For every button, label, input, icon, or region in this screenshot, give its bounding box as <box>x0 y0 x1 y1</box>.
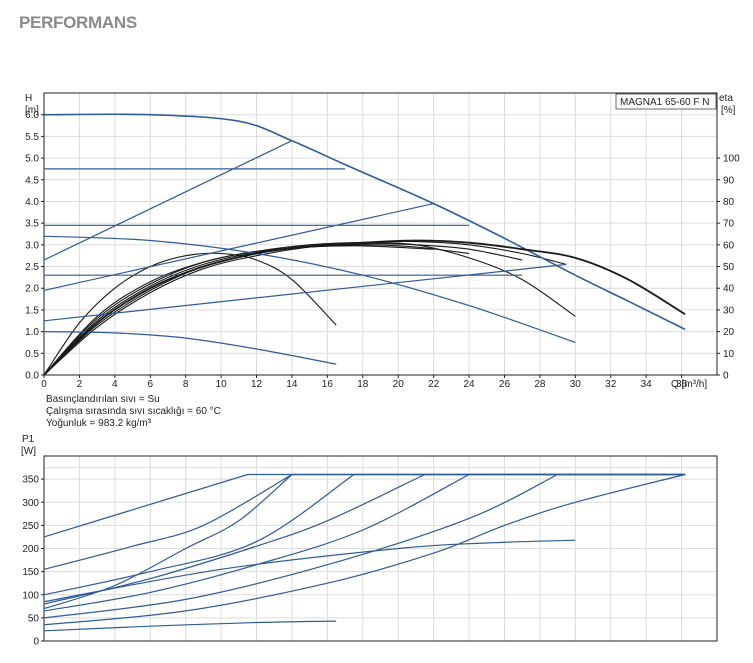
top-ytick-label: 3.5 <box>25 219 39 230</box>
fluid-info-temperature: Çalışma sırasında sıvı sıcaklığı = 60 °C <box>46 406 221 417</box>
top-y2label-symbol: eta <box>719 93 733 104</box>
top-xtick-label: 16 <box>322 379 334 390</box>
top-y2tick-label: 50 <box>723 262 735 273</box>
power-curve <box>43 473 686 605</box>
top-ytick-label: 6.0 <box>25 110 39 121</box>
top-ytick-label: 0.5 <box>25 349 39 360</box>
top-xtick-label: 24 <box>463 379 475 390</box>
bottom-ytick-label: 150 <box>22 567 39 578</box>
top-ylabel-symbol: H <box>25 93 32 104</box>
top-y2tick-label: 0 <box>723 371 729 382</box>
top-y2tick-label: 70 <box>723 219 735 230</box>
top-y2tick-label: 60 <box>723 240 735 251</box>
top-xtick-label: 12 <box>251 379 263 390</box>
power-curve <box>43 620 337 632</box>
top-ylabel-unit: [m] <box>25 105 39 116</box>
top-y2tick-label: 40 <box>723 284 735 295</box>
efficiency-curve <box>43 242 576 376</box>
top-xtick-label: 36 <box>676 379 688 390</box>
top-ticks: 0 2 4 6 8 10 12 14 16 18 20 22 24 26 28 30 32 34 360.00.51… <box>25 110 740 390</box>
top-y2tick-label: 10 <box>723 349 735 360</box>
bottom-ytick-label: 250 <box>22 521 39 532</box>
prop-head-curve <box>43 263 567 322</box>
model-label: MAGNA1 65-60 F N <box>620 97 709 108</box>
top-ytick-label: 0.0 <box>25 371 39 382</box>
top-xtick-label: 0 <box>41 379 47 390</box>
power-curve <box>43 539 576 603</box>
power-curve <box>43 473 686 610</box>
top-xtick-label: 4 <box>112 379 118 390</box>
top-xtick-label: 8 <box>183 379 189 390</box>
bottom-ytick-label: 50 <box>28 613 40 624</box>
top-y2tick-label: 90 <box>723 175 735 186</box>
power-curve <box>43 473 686 596</box>
top-y2tick-label: 30 <box>723 305 735 316</box>
power-chart: 0 50 100 150 200 250 300 350 P1 [W] <box>21 434 718 648</box>
top-xtick-label: 10 <box>216 379 228 390</box>
power-curve <box>43 473 686 538</box>
top-xtick-label: 2 <box>77 379 83 390</box>
bottom-ytick-label: 200 <box>22 544 39 555</box>
top-xtick-label: 18 <box>357 379 369 390</box>
top-ytick-label: 2.0 <box>25 284 39 295</box>
top-ytick-label: 1.5 <box>25 305 39 316</box>
top-xtick-label: 6 <box>147 379 153 390</box>
fixed-head-curve <box>43 331 337 365</box>
fluid-info-liquid: Basınçlandırılan sıvı = Su <box>46 394 160 405</box>
top-grid <box>44 92 718 376</box>
top-series <box>43 113 686 376</box>
efficiency-curve <box>43 239 686 376</box>
top-ytick-label: 4.0 <box>25 197 39 208</box>
top-y2tick-label: 80 <box>723 197 735 208</box>
model-label-box <box>615 93 717 110</box>
efficiency-curve <box>43 244 470 376</box>
top-ytick-label: 4.5 <box>25 175 39 186</box>
top-plot-frame <box>43 92 718 376</box>
top-xtick-label: 22 <box>428 379 440 390</box>
page-title: PERFORMANS <box>19 13 137 32</box>
top-xtick-label: 32 <box>605 379 617 390</box>
max-head-curve <box>43 113 686 331</box>
top-y2tick-label: 100 <box>723 154 740 165</box>
bottom-ylabel-unit: [W] <box>21 446 36 457</box>
top-y2label-unit: [%] <box>721 105 736 116</box>
top-xlabel: Q [m³/h] <box>671 379 707 390</box>
power-curve <box>43 473 686 626</box>
prop-head-curve <box>43 140 293 261</box>
efficiency-curve <box>43 245 434 376</box>
power-curve <box>43 473 686 570</box>
bottom-ytick-label: 100 <box>22 590 39 601</box>
fixed-head-curve <box>43 235 576 344</box>
top-xtick-label: 26 <box>499 379 511 390</box>
max-efficiency-curve <box>43 239 686 376</box>
efficiency-curve <box>43 240 567 376</box>
bottom-ylabel-symbol: P1 <box>22 434 35 445</box>
top-ytick-label: 5.0 <box>25 154 39 165</box>
bottom-series <box>43 473 686 632</box>
efficiency-curve <box>43 252 337 376</box>
top-xtick-label: 34 <box>641 379 653 390</box>
top-ytick-label: 3.0 <box>25 240 39 251</box>
top-xtick-label: 14 <box>286 379 298 390</box>
top-ytick-label: 5.5 <box>25 132 39 143</box>
top-xtick-label: 20 <box>393 379 405 390</box>
bottom-ytick-label: 350 <box>22 475 39 486</box>
fluid-info-density: Yoğunluk = 983.2 kg/m³ <box>46 418 151 429</box>
power-curve <box>43 473 686 619</box>
bottom-ytick-label: 0 <box>33 637 39 648</box>
top-ytick-label: 1.0 <box>25 327 39 338</box>
top-ytick-label: 2.5 <box>25 262 39 273</box>
bottom-ticks: 0 50 100 150 200 250 300 350 <box>22 475 44 648</box>
top-xtick-label: 28 <box>534 379 546 390</box>
bottom-ytick-label: 300 <box>22 498 39 509</box>
head-efficiency-chart: 0 2 4 6 8 10 12 14 16 18 20 22 24 26 28 30 32 34 360.00.51… <box>25 92 740 390</box>
power-curve <box>43 473 686 612</box>
prop-head-curve <box>43 203 434 291</box>
top-xtick-label: 30 <box>570 379 582 390</box>
top-y2tick-label: 20 <box>723 327 735 338</box>
